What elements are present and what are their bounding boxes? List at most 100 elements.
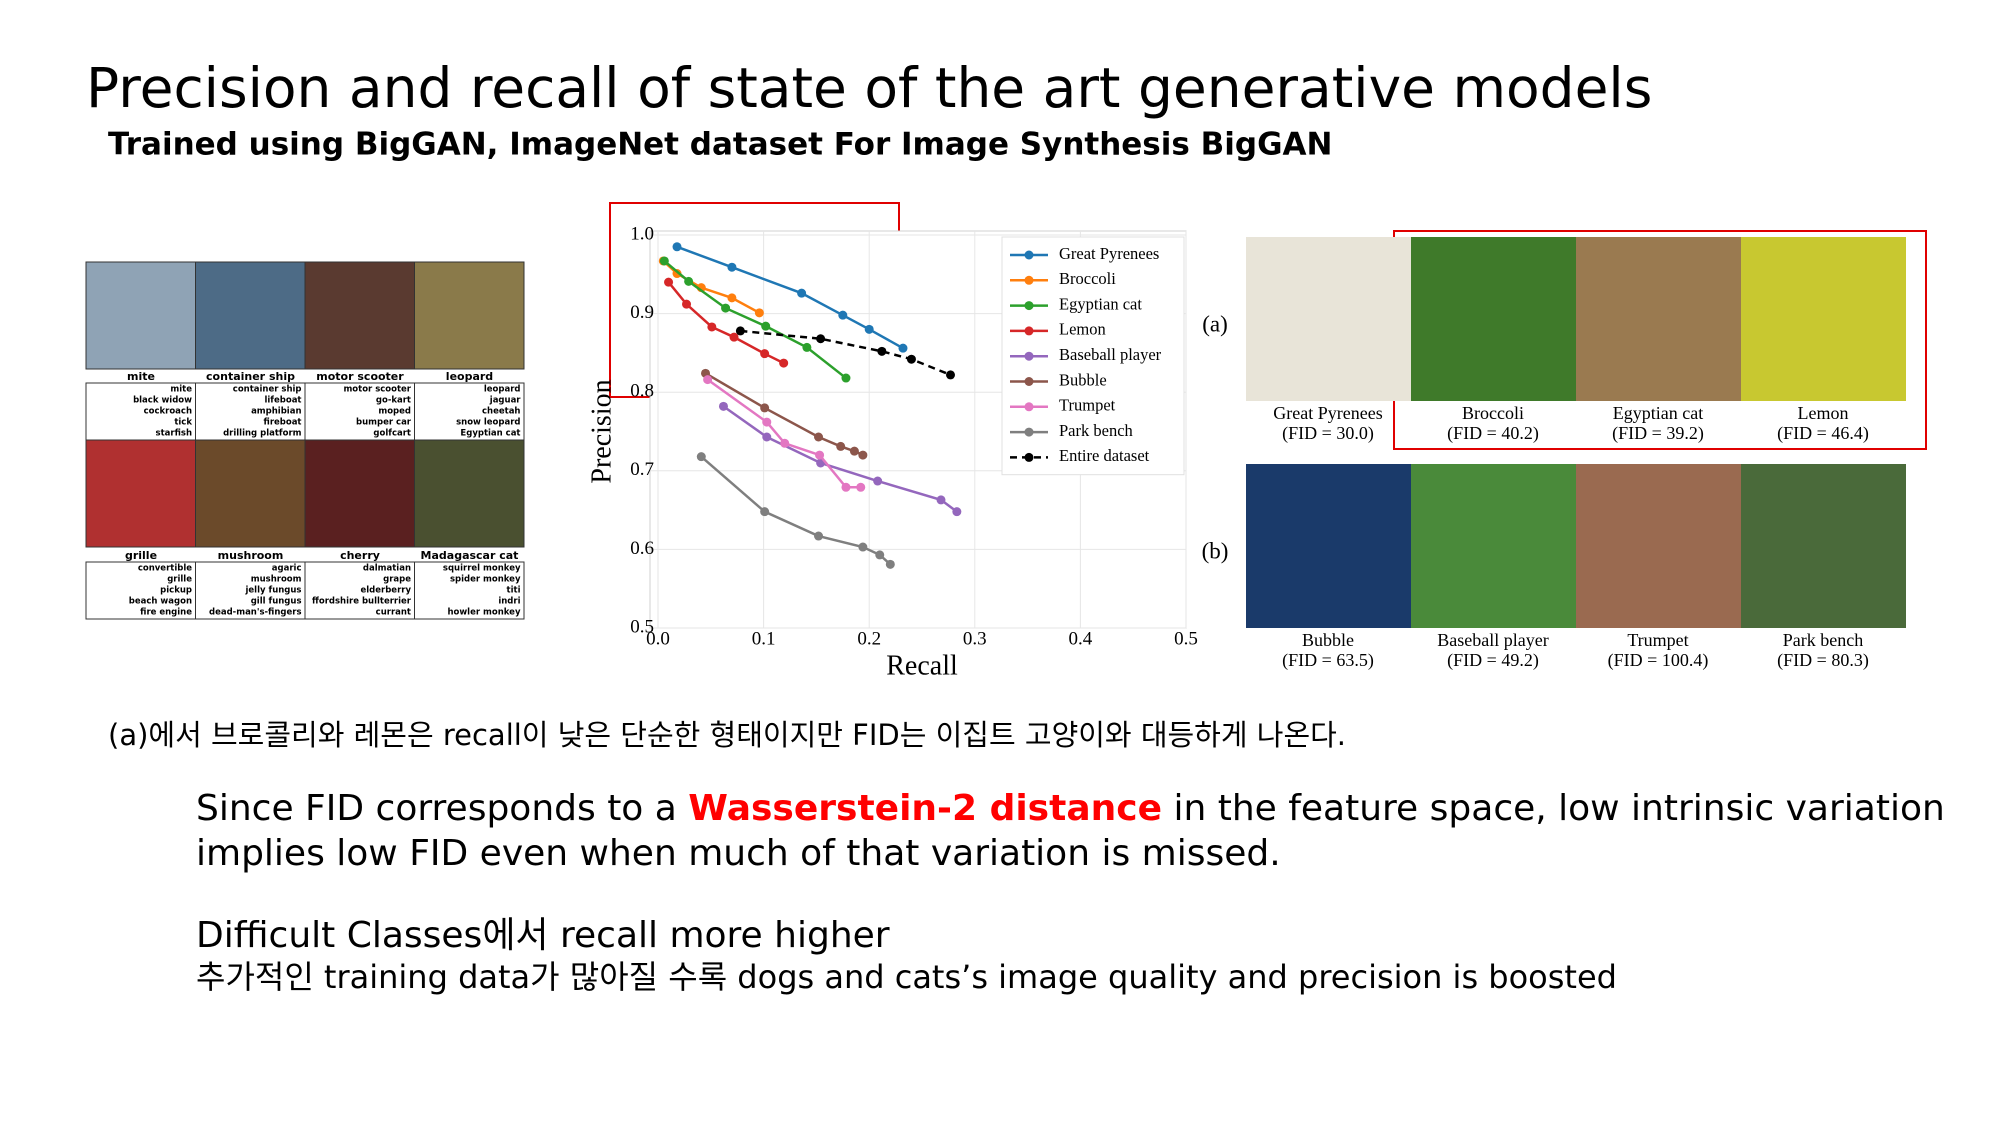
image-name: Lemon (1798, 403, 1849, 423)
data-point (760, 507, 770, 517)
legend-marker (1024, 427, 1034, 437)
data-point (779, 358, 789, 368)
data-point (659, 256, 669, 266)
data-point (664, 277, 674, 287)
image-fid: (FID = 46.4) (1777, 423, 1869, 444)
legend-marker (1024, 351, 1034, 361)
paragraph-text: in the feature space, low intrinsic vari… (1162, 788, 1945, 829)
paragraph-text: Since FID corresponds to a (196, 788, 688, 829)
prediction-label: fire engine (140, 608, 192, 618)
data-point (864, 324, 874, 334)
legend-marker (1024, 275, 1034, 285)
data-point (696, 452, 706, 462)
legend-label: Broccoli (1059, 269, 1116, 288)
prediction-label: gill fungus (251, 597, 302, 607)
image-name: Great Pyrenees (1273, 403, 1382, 423)
image-fid: (FID = 30.0) (1282, 423, 1374, 444)
sample-image (414, 439, 525, 548)
sample-class: mushroom (218, 549, 284, 562)
prediction-label: tick (174, 418, 192, 428)
y-tick-label: 1.0 (630, 223, 654, 244)
legend-marker (1024, 326, 1034, 336)
data-point (760, 349, 770, 359)
image-name: Broccoli (1462, 403, 1524, 423)
data-point (873, 476, 883, 486)
image-name: Baseball player (1437, 630, 1548, 650)
legend-label: Baseball player (1059, 345, 1162, 364)
legend-label: Park bench (1059, 421, 1134, 440)
data-point (858, 542, 868, 552)
prediction-label: convertible (138, 564, 192, 574)
data-point (814, 432, 824, 442)
prediction-label: dead-man's-fingers (209, 608, 301, 618)
prediction-label: currant (376, 608, 411, 618)
sample-class: mite (127, 370, 155, 383)
data-point (707, 322, 717, 332)
data-point (682, 299, 692, 309)
prediction-label: indri (498, 597, 520, 607)
prediction-label: beach wagon (129, 597, 192, 607)
prediction-label: cheetah (482, 407, 520, 417)
legend-label: Entire dataset (1059, 446, 1150, 465)
data-point (898, 343, 908, 353)
y-axis-title: Precision (586, 379, 617, 483)
image-name: Egyptian cat (1613, 403, 1703, 423)
prediction-label: amphibian (251, 407, 301, 417)
image-fid: (FID = 40.2) (1447, 423, 1539, 444)
panel-image (1576, 464, 1741, 628)
panel-label: (b) (1202, 538, 1229, 563)
prediction-label: mushroom (251, 575, 302, 585)
sample-image (85, 261, 196, 370)
sample-image (304, 261, 415, 370)
data-point (814, 531, 824, 541)
prediction-label: dalmatian (363, 564, 411, 574)
data-point (727, 262, 737, 272)
data-point (729, 332, 739, 342)
x-tick-label: 0.1 (752, 628, 776, 649)
y-tick-label: 0.7 (630, 459, 654, 480)
prediction-label: mite (170, 385, 192, 395)
data-point (684, 276, 694, 286)
sample-image (85, 439, 196, 548)
sample-class: cherry (340, 549, 380, 562)
data-point (856, 482, 866, 492)
panel-image (1741, 464, 1906, 628)
y-tick-label: 0.8 (630, 381, 654, 402)
difficult-classes: Difficult Classes에서 recall more higher (196, 915, 890, 956)
x-axis-title: Recall (886, 650, 958, 681)
image-fid: (FID = 80.3) (1777, 650, 1869, 671)
data-point (727, 293, 737, 303)
panel-image (1741, 237, 1906, 401)
legend-label: Lemon (1059, 320, 1106, 339)
image-fid: (FID = 100.4) (1608, 650, 1709, 671)
data-point (836, 441, 846, 451)
x-tick-label: 0.2 (857, 628, 881, 649)
paragraph-highlight: Wasserstein-2 distance (688, 788, 1162, 829)
prediction-box (414, 561, 525, 620)
legend-marker (1024, 301, 1034, 311)
panel-image (1411, 464, 1576, 628)
data-point (815, 450, 825, 460)
y-tick-label: 0.6 (630, 538, 654, 559)
data-point (718, 401, 728, 411)
prediction-label: spider monkey (450, 575, 521, 585)
x-tick-label: 0.3 (963, 628, 987, 649)
y-tick-label: 0.5 (630, 616, 654, 637)
panel-image (1246, 464, 1411, 628)
image-fid: (FID = 63.5) (1282, 650, 1374, 671)
prediction-box (85, 561, 196, 620)
sample-class: leopard (446, 370, 493, 383)
data-point (703, 375, 713, 385)
prediction-label: squirrel monkey (443, 564, 521, 574)
data-point (672, 242, 682, 252)
image-fid: (FID = 49.2) (1447, 650, 1539, 671)
data-point (762, 432, 772, 442)
prediction-label: grille (167, 575, 192, 585)
legend-marker (1024, 250, 1034, 260)
data-point (946, 370, 956, 380)
data-point (760, 403, 770, 413)
prediction-label: snow leopard (456, 418, 520, 428)
legend-marker (1024, 377, 1034, 386)
